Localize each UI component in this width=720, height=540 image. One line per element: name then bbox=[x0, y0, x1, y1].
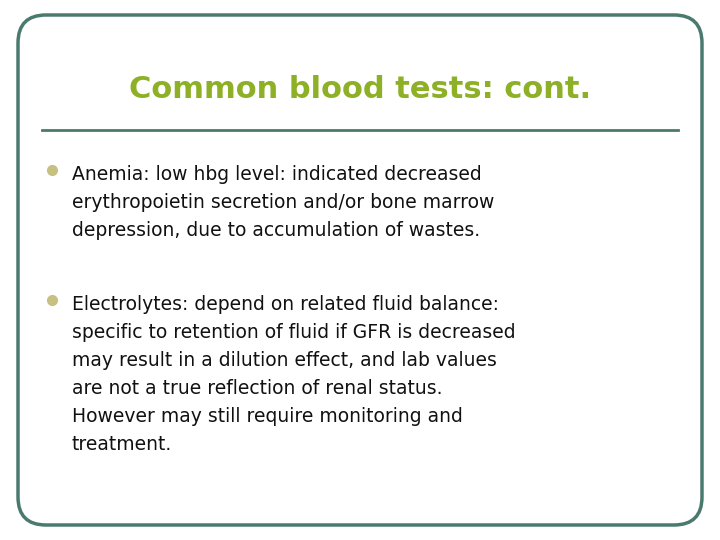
FancyBboxPatch shape bbox=[18, 15, 702, 525]
Text: Anemia: low hbg level: indicated decreased
erythropoietin secretion and/or bone : Anemia: low hbg level: indicated decreas… bbox=[72, 165, 495, 240]
Text: Electrolytes: depend on related fluid balance:
specific to retention of fluid if: Electrolytes: depend on related fluid ba… bbox=[72, 295, 516, 454]
Text: Common blood tests: cont.: Common blood tests: cont. bbox=[129, 76, 591, 105]
